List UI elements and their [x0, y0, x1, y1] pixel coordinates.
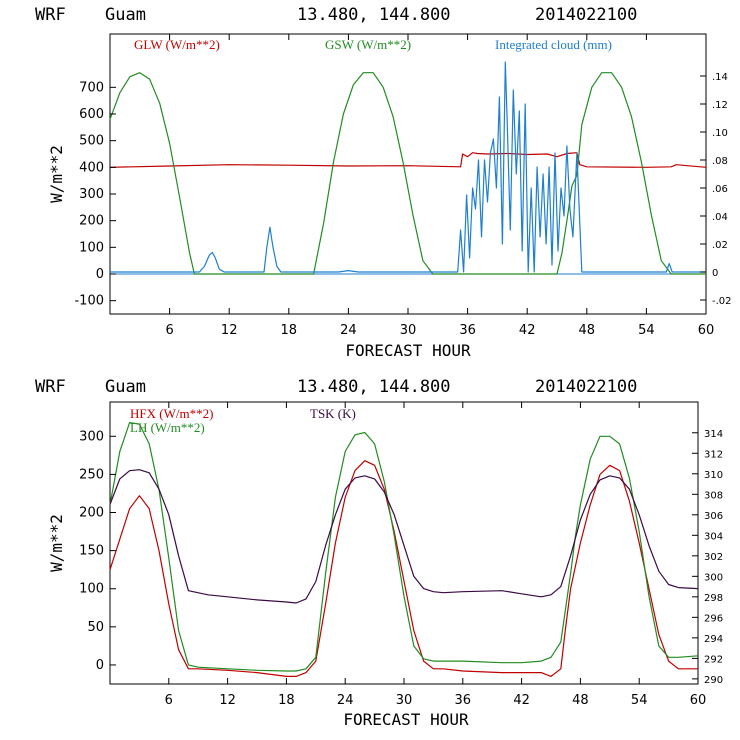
chart1-xtick-label: 60 — [698, 323, 715, 338]
chart2-y2tick-label: 306 — [704, 511, 723, 522]
chart2-series — [109, 422, 699, 678]
chart1-xtick-label: 30 — [400, 323, 417, 338]
chart2-ticks: 6 12 18 24 30 36 42 48 54 60 0 50 100 150 200 250 300 290… — [79, 402, 723, 708]
chart1-y2tick-label: -.02 — [712, 296, 732, 307]
chart2-xtick-label: 48 — [572, 693, 589, 708]
chart1-ytick-label: 700 — [79, 80, 104, 95]
chart1-xtick-label: 42 — [519, 323, 536, 338]
chart1-xtick-label: 48 — [579, 323, 596, 338]
chart1-series — [109, 61, 707, 275]
chart2-init: 2014022100 — [535, 377, 637, 397]
chart2-ytick-label: 150 — [79, 544, 104, 559]
chart1-header: WRF Guam 13.480, 144.800 2014022100 — [35, 5, 637, 25]
chart2-xtick-label: 30 — [396, 693, 413, 708]
chart2-y2tick-label: 290 — [704, 675, 723, 686]
chart2-plot-frame — [109, 401, 699, 685]
chart1-location: Guam — [105, 5, 146, 25]
chart1-y2tick-label: .12 — [712, 100, 728, 111]
chart1-y2tick-label: .04 — [712, 212, 728, 223]
chart1-y2tick-label: .14 — [712, 72, 728, 83]
chart1-series-integrated-line — [110, 61, 706, 273]
chart1-xtick-label: 12 — [221, 323, 238, 338]
chart2-xtick-label: 12 — [219, 693, 236, 708]
chart2-model: WRF — [35, 377, 66, 397]
chart2-location: Guam — [105, 377, 146, 397]
chart1-ytick-label: -100 — [74, 294, 104, 309]
chart2-ytick-label: 0 — [96, 658, 104, 673]
chart1-ytick-label: 200 — [79, 214, 104, 229]
chart2-ylabel: W/m**2 — [47, 514, 66, 572]
chart1-ytick-label: 300 — [79, 187, 104, 202]
chart1-ytick-label: 600 — [79, 107, 104, 122]
chart2-y2tick-label: 302 — [704, 552, 723, 563]
chart1-xtick-label: 18 — [281, 323, 298, 338]
chart2-y2tick-label: 312 — [704, 449, 723, 460]
chart2-ytick-label: 50 — [87, 620, 104, 635]
chart2-legend-hfx: HFX (W/m**2) — [130, 406, 213, 421]
chart1-ytick-label: 100 — [79, 240, 104, 255]
chart2-coords: 13.480, 144.800 — [297, 377, 451, 397]
chart2-header: WRF Guam 13.480, 144.800 2014022100 — [35, 377, 637, 397]
chart1-ytick-label: 400 — [79, 160, 104, 175]
chart1-xtick-label: 6 — [165, 323, 173, 338]
chart1-legend: GLW (W/m**2) GSW (W/m**2) Integrated clo… — [134, 37, 612, 52]
chart2-legend-lh: LH (W/m**2) — [130, 420, 205, 435]
chart2-y2tick-label: 300 — [704, 572, 723, 583]
chart2-ytick-label: 100 — [79, 582, 104, 597]
chart2-y2tick-label: 308 — [704, 490, 723, 501]
chart2-xtick-label: 36 — [455, 693, 472, 708]
chart1-ytick-label: 500 — [79, 134, 104, 149]
chart2-ytick-label: 250 — [79, 467, 104, 482]
chart2-y2tick-label: 298 — [704, 593, 723, 604]
chart2-ytick-label: 200 — [79, 506, 104, 521]
chart1-series-gsw-line — [109, 72, 706, 275]
chart1-y2tick-label: .10 — [712, 128, 728, 139]
chart1-y2tick-label: .02 — [712, 240, 728, 251]
chart1-ytick-label: 0 — [96, 267, 104, 282]
chart1-xtick-label: 36 — [459, 323, 476, 338]
chart2-xtick-label: 42 — [513, 693, 530, 708]
chart1-ticks: 6 12 18 24 30 36 42 48 54 60 -100 0 100 200 300 400 500 6… — [74, 34, 732, 338]
chart2-y2tick-label: 310 — [704, 470, 723, 481]
chart1-xlabel: FORECAST HOUR — [345, 341, 471, 360]
chart2-xtick-label: 54 — [631, 693, 648, 708]
chart2-y2tick-label: 294 — [704, 634, 723, 645]
chart2-xtick-label: 24 — [337, 693, 354, 708]
chart2-series-tsk-line — [109, 469, 699, 604]
chart2-y2tick-label: 296 — [704, 613, 723, 624]
chart1-xtick-label: 54 — [638, 323, 655, 338]
chart2-legend: HFX (W/m**2) LH (W/m**2) TSK (K) — [130, 406, 356, 435]
chart2-y2tick-label: 292 — [704, 654, 723, 665]
chart1-y2tick-label: .06 — [712, 184, 728, 195]
chart1-init: 2014022100 — [535, 5, 637, 25]
chart2-ytick-label: 300 — [79, 429, 104, 444]
chart1-coords: 13.480, 144.800 — [297, 5, 451, 25]
chart2-xtick-label: 60 — [690, 693, 707, 708]
chart2-series-lh-line — [109, 422, 699, 672]
chart1-series-glw-line — [109, 152, 707, 168]
chart1-y2tick-label: 0 — [712, 268, 718, 279]
chart1-y2tick-label: .08 — [712, 156, 728, 167]
chart2-xtick-label: 18 — [278, 693, 295, 708]
chart2-series-hfx-line — [109, 460, 698, 678]
chart1-model: WRF — [35, 5, 66, 25]
chart2-y2tick-label: 304 — [704, 531, 723, 542]
chart2-xtick-label: 6 — [165, 693, 173, 708]
chart1-ylabel: W/m**2 — [47, 145, 66, 203]
chart2-y2tick-label: 314 — [704, 429, 723, 440]
chart1-legend-gsw: GSW (W/m**2) — [325, 37, 411, 52]
chart1-legend-cloud: Integrated cloud (mm) — [495, 37, 612, 52]
chart1-xtick-label: 24 — [340, 323, 357, 338]
chart2-legend-tsk: TSK (K) — [310, 406, 356, 421]
chart2-xlabel: FORECAST HOUR — [343, 710, 469, 729]
chart1-legend-glw: GLW (W/m**2) — [134, 37, 220, 52]
